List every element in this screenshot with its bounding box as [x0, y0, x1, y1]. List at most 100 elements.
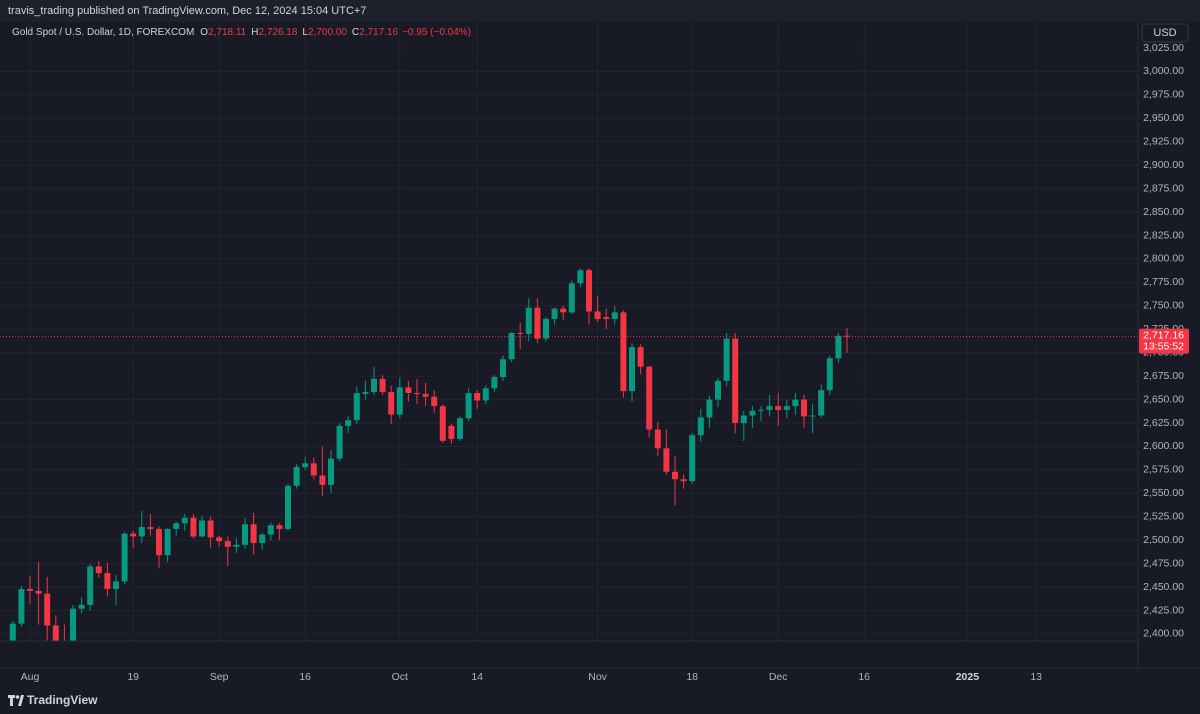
header-bar — [0, 0, 1200, 22]
candle-body — [181, 517, 188, 524]
ohlc-legend: Gold Spot / U.S. Dollar, 1D, FOREXCOM O2,… — [12, 27, 471, 38]
candle-body — [758, 409, 764, 411]
y-tick-label: 2,425.00 — [1143, 604, 1184, 616]
candle-body — [517, 333, 524, 335]
candle-body — [233, 544, 240, 547]
candle-body — [9, 623, 16, 641]
candle-body — [439, 406, 446, 441]
countdown-label: 13:55:52 — [1143, 340, 1184, 352]
candle-body — [603, 317, 610, 319]
y-tick-label: 2,875.00 — [1143, 182, 1184, 194]
candle-body — [783, 406, 790, 410]
candle-body — [680, 479, 687, 482]
y-tick-label: 2,450.00 — [1143, 581, 1184, 593]
candle-body — [345, 420, 352, 426]
candle-body — [130, 533, 137, 537]
candle-body — [27, 588, 33, 591]
candle-body — [207, 520, 214, 538]
candle-body — [508, 333, 515, 360]
candle-body — [715, 380, 721, 400]
candle-body — [826, 358, 833, 391]
y-tick-label: 2,625.00 — [1143, 417, 1184, 429]
candle-body — [52, 625, 59, 641]
x-tick-label: 18 — [686, 671, 698, 683]
brand-logo — [8, 695, 24, 706]
x-tick-label: Nov — [588, 671, 607, 683]
candle-body — [371, 378, 377, 393]
candle-body — [190, 517, 197, 537]
candle-body — [35, 590, 42, 594]
candle-body — [534, 307, 541, 339]
y-tick-label: 2,500.00 — [1143, 534, 1184, 546]
y-tick-label: 2,825.00 — [1143, 229, 1184, 241]
y-tick-label: 2,525.00 — [1143, 511, 1184, 523]
y-tick-label: 2,850.00 — [1143, 206, 1184, 218]
candle-body — [405, 387, 412, 394]
candle-body — [259, 534, 266, 544]
ohlc-value: 2,718.11 — [208, 27, 247, 38]
x-tick-label: 16 — [858, 671, 870, 683]
candle-body — [577, 270, 584, 284]
candle-body — [396, 387, 403, 415]
candle-body — [336, 425, 343, 459]
y-tick-label: 2,775.00 — [1143, 276, 1184, 288]
candle-body — [543, 318, 549, 339]
candle-body — [525, 307, 532, 334]
candle-body — [629, 347, 635, 392]
candle-body — [267, 525, 274, 535]
y-tick-label: 2,800.00 — [1143, 253, 1184, 265]
candle-body — [388, 392, 395, 415]
candle-body — [474, 393, 481, 401]
y-tick-label: 2,400.00 — [1143, 628, 1184, 640]
candle-body — [560, 308, 567, 313]
candle-body — [465, 393, 472, 419]
candle-body — [818, 390, 825, 416]
x-tick-label: 14 — [471, 671, 483, 683]
currency-button[interactable] — [1141, 23, 1189, 43]
y-tick-label: 2,550.00 — [1143, 487, 1184, 499]
candle-body — [113, 581, 119, 589]
publish-header: travis_trading published on TradingView.… — [8, 5, 366, 17]
y-tick-label: 3,025.00 — [1143, 42, 1184, 54]
candle-body — [586, 270, 592, 312]
y-tick-label: 2,900.00 — [1143, 159, 1184, 171]
candle-body — [87, 566, 94, 605]
candle-body — [414, 393, 420, 395]
symbol: Gold Spot / U.S. Dollar, 1D, FOREXCOM — [12, 27, 194, 38]
candle-body — [706, 399, 713, 418]
y-tick-label: 2,950.00 — [1143, 112, 1184, 124]
candle-body — [775, 406, 782, 410]
axes: 2,400.00 2,425.00 2,450.00 2,475.00 2,500.00… — [21, 42, 1189, 683]
brand-name: TradingView — [27, 693, 98, 707]
x-tick-label: Oct — [392, 671, 408, 683]
candle-body — [749, 410, 756, 416]
currency-label[interactable]: USD — [1153, 27, 1176, 39]
candle-body — [551, 308, 558, 319]
candle-body — [379, 378, 386, 393]
candle-body — [723, 338, 730, 381]
candle-body — [276, 525, 283, 529]
x-tick-label: 13 — [1030, 671, 1042, 683]
ohlc-value: 2,726.18 — [258, 27, 297, 38]
x-tick-label: 19 — [127, 671, 139, 683]
candle-body — [766, 406, 773, 410]
candle-body — [121, 533, 128, 582]
candle-body — [224, 541, 231, 547]
candle-body — [500, 359, 506, 378]
y-tick-label: 2,925.00 — [1143, 136, 1184, 148]
candle-body — [147, 527, 154, 529]
y-tick-label: 2,575.00 — [1143, 464, 1184, 476]
candle-body — [310, 463, 317, 476]
candle-body — [431, 396, 438, 407]
candle-body — [448, 425, 455, 439]
last-price-label: 2,717.16 — [1143, 329, 1184, 341]
candle-body — [457, 418, 463, 439]
candle-body — [482, 388, 489, 401]
candle-body — [293, 467, 300, 486]
y-tick-label: 2,750.00 — [1143, 300, 1184, 312]
candle-body — [242, 524, 248, 545]
candle-body — [663, 448, 670, 472]
x-tick-label: 16 — [299, 671, 311, 683]
candle-body — [732, 338, 739, 424]
